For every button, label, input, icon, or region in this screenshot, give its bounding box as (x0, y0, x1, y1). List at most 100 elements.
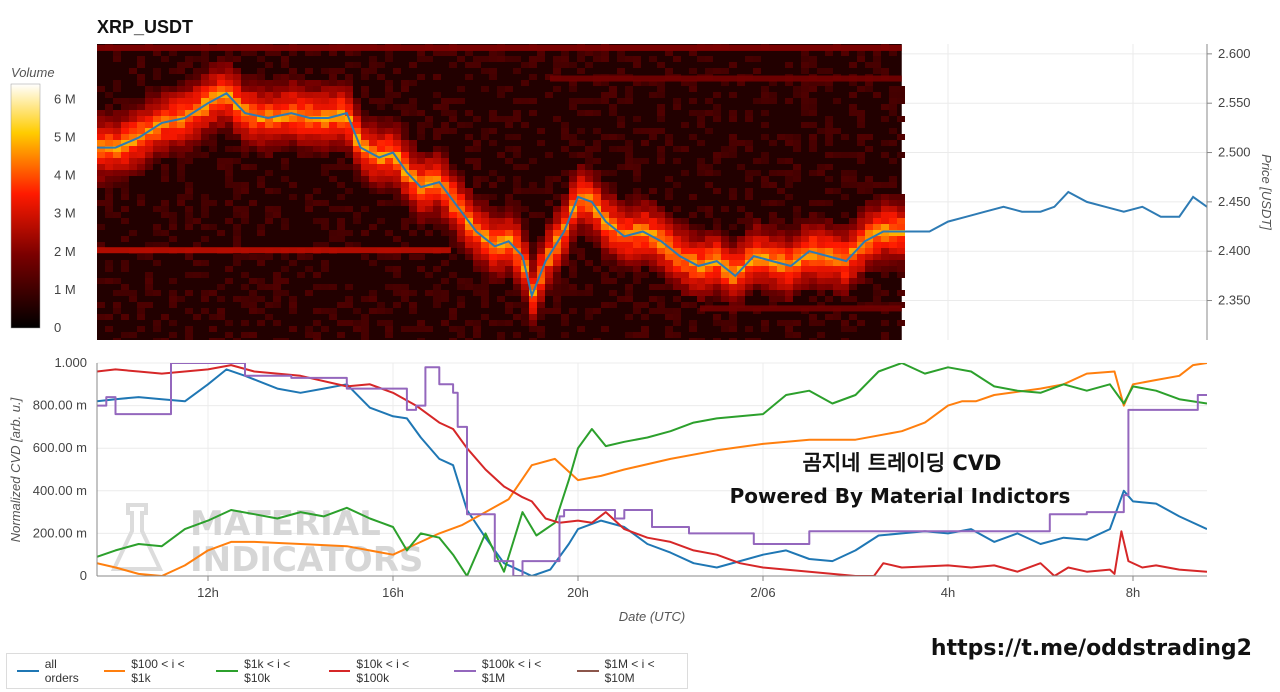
heatmap-cell (121, 260, 129, 266)
heatmap-cell (385, 170, 393, 176)
heatmap-cell (337, 146, 345, 152)
heatmap-cell (793, 284, 801, 290)
heatmap-cell (609, 194, 617, 200)
heatmap-cell (513, 212, 521, 218)
heatmap-cell (241, 128, 249, 134)
heatmap-cell (505, 206, 513, 212)
heatmap-cell (137, 164, 145, 170)
heatmap-cell (585, 188, 593, 194)
heatmap-cell (393, 284, 401, 290)
legend-item[interactable]: all orders (17, 657, 94, 685)
heatmap-cell (345, 146, 353, 152)
heatmap-cell (809, 278, 817, 284)
heatmap-cell (409, 254, 417, 260)
heatmap-cell (593, 218, 601, 224)
heatmap-cell (185, 182, 193, 188)
heatmap-cell (385, 56, 393, 62)
heatmap-cell (137, 170, 145, 176)
heatmap-cell (809, 260, 817, 266)
heatmap-cell (369, 56, 377, 62)
heatmap-cell (97, 200, 105, 206)
heatmap-cell (305, 140, 313, 146)
heatmap-cell (697, 230, 705, 236)
heatmap-cell (705, 266, 713, 272)
heatmap-cell (809, 296, 817, 302)
cvd-x-tick-label: 8h (1126, 585, 1140, 600)
heatmap-cell (345, 104, 353, 110)
heatmap-cell (881, 236, 889, 242)
heatmap-cell (433, 224, 441, 230)
heatmap-cell (313, 86, 321, 92)
heatmap-cell (569, 290, 577, 296)
heatmap-cell (465, 242, 473, 248)
heatmap-cell (841, 272, 849, 278)
heatmap-cell (689, 242, 697, 248)
heatmap-cell (273, 290, 281, 296)
heatmap-cell (577, 188, 585, 194)
heatmap-cell (449, 62, 457, 68)
heatmap-cell (313, 152, 321, 158)
heatmap-cell (281, 140, 289, 146)
heatmap-cell (785, 236, 793, 242)
heatmap-cell (849, 182, 857, 188)
heatmap-cell (513, 236, 521, 242)
heatmap-cell (689, 254, 697, 260)
heatmap-cell (553, 176, 561, 182)
heatmap-cell (201, 98, 209, 104)
legend-item[interactable]: $10k < i < $100k (328, 657, 444, 685)
heatmap-cell (633, 236, 641, 242)
heatmap-cell (121, 104, 129, 110)
heatmap-cell (265, 80, 273, 86)
heatmap-cell (313, 146, 321, 152)
legend-label: $100k < i < $1M (481, 657, 542, 685)
heatmap-cell (513, 182, 521, 188)
heatmap-cell (537, 326, 545, 332)
heatmap-cell (361, 182, 369, 188)
heatmap-cell (113, 146, 121, 152)
heatmap-cell (817, 272, 825, 278)
legend-item[interactable]: $100 < i < $1k (103, 657, 207, 685)
heatmap-cell (185, 140, 193, 146)
legend-item[interactable]: $1M < i < $10M (576, 657, 687, 685)
heatmap-cell (193, 80, 201, 86)
heatmap-cell (569, 272, 577, 278)
heatmap-cell (857, 302, 865, 308)
heatmap-cell (441, 290, 449, 296)
legend-item[interactable]: $100k < i < $1M (454, 657, 567, 685)
heatmap-cell (473, 320, 481, 326)
heatmap-cell (777, 158, 785, 164)
legend-item[interactable]: $1k < i < $10k (216, 657, 318, 685)
heatmap-cell (289, 86, 297, 92)
heatmap-cell (281, 86, 289, 92)
colorbar-tick-label: 0 (54, 320, 61, 335)
heatmap-cell (569, 248, 577, 254)
heatmap-cell (505, 146, 513, 152)
heatmap-cell (153, 230, 161, 236)
heatmap-cell (281, 122, 289, 128)
heatmap-cell (313, 272, 321, 278)
heatmap-cell (881, 230, 889, 236)
heatmap-cell (785, 140, 793, 146)
colorbar-label: Volume (11, 65, 55, 80)
heatmap-cell (665, 140, 673, 146)
heatmap-cell (601, 212, 609, 218)
heatmap-cell (353, 176, 361, 182)
heatmap-cell (633, 266, 641, 272)
heatmap-cell (273, 134, 281, 140)
heatmap-cell (433, 74, 441, 80)
heatmap-cell (873, 50, 881, 56)
heatmap-cell (569, 62, 577, 68)
heatmap-cell (289, 296, 297, 302)
cvd-series-line (97, 364, 1207, 576)
heatmap-cell (881, 140, 889, 146)
heatmap-cell (553, 224, 561, 230)
heatmap-cell (321, 110, 329, 116)
heatmap-cell (793, 236, 801, 242)
heatmap-cell (353, 122, 361, 128)
heatmap-cell (345, 152, 353, 158)
heatmap-cell (809, 134, 817, 140)
heatmap-cell (465, 62, 473, 68)
heatmap-cell (241, 152, 249, 158)
heatmap-cell (481, 290, 489, 296)
heatmap-cell (137, 158, 145, 164)
